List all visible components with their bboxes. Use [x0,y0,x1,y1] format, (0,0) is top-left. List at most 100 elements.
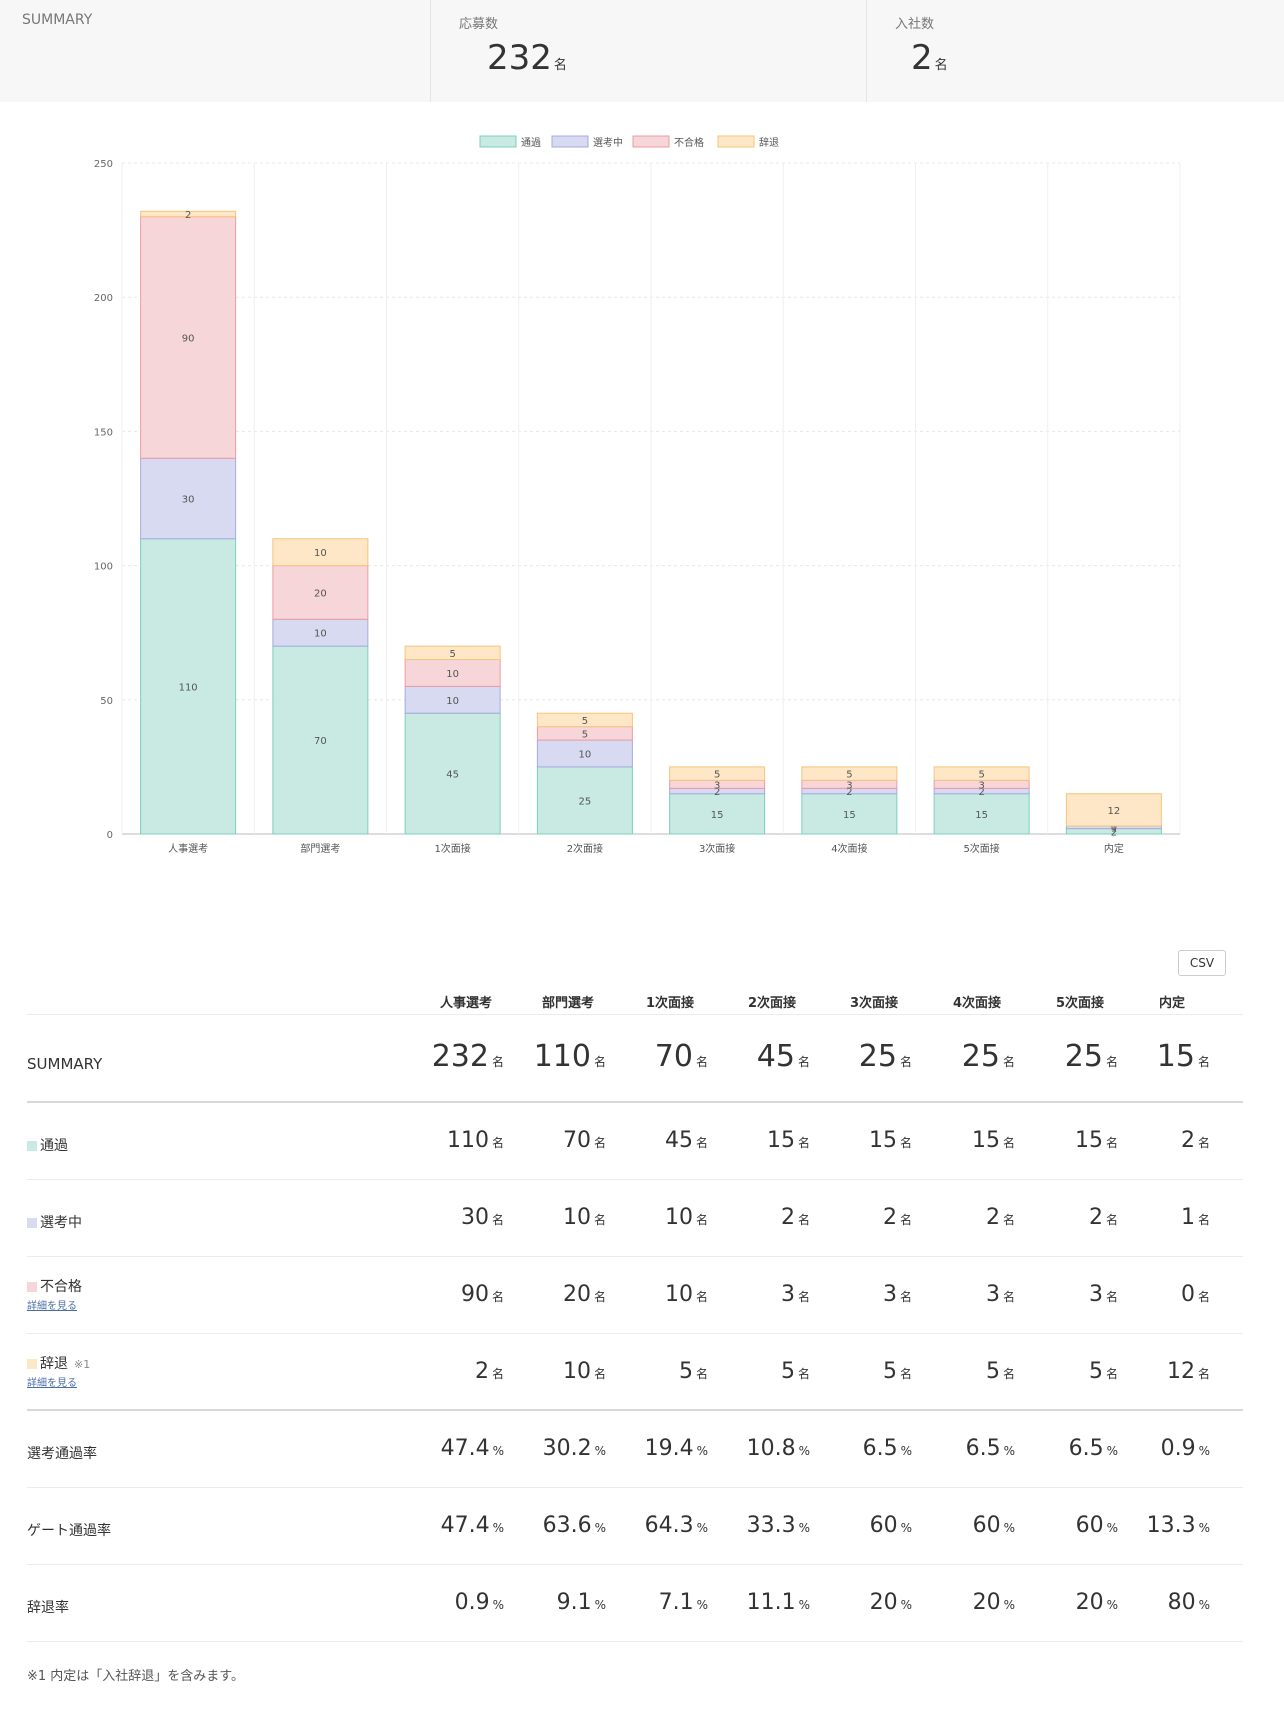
cell-unit: % [696,1521,708,1535]
table-row-in-progress: 選考中 30 名 10 名 10 名 2 名 2 名 2 名 2 名 1 名 [27,1180,1243,1257]
cell-value: 47.4 [440,1436,490,1461]
legend-swatch [479,135,517,148]
legend-swatch [551,135,589,148]
table-cell: 30.2% [506,1436,606,1461]
bar-segment [404,645,501,661]
x-tick-label: 2次面接 [567,842,603,855]
cell-unit: % [900,1598,912,1612]
cell-unit: % [696,1444,708,1458]
table-row-decline-rate: 辞退率 0.9% 9.1% 7.1% 11.1% 20% 20% 20% 80% [27,1565,1243,1642]
cell-unit: % [1198,1521,1210,1535]
table-cell: 90 名 [404,1282,504,1307]
bar-value-label: 5 [582,729,588,740]
cell-unit: 名 [491,1136,504,1150]
row-label-summary: SUMMARY [27,1055,103,1073]
bar-value-label: 45 [446,770,459,781]
legend-label: 選考中 [593,136,623,149]
table-cell: 15 名 [1110,1039,1210,1074]
cell-unit: 名 [1197,1055,1210,1069]
bar-segment [536,712,633,728]
table-cell: 20% [1018,1590,1118,1615]
bar-segment [140,538,237,835]
applicants-number: 232 [487,38,552,78]
table-row-pass: 通過 110 名 70 名 45 名 15 名 15 名 15 名 15 名 2 名 [27,1103,1243,1180]
legend-swatch [632,135,670,148]
summary-title-cell: SUMMARY [0,0,430,102]
csv-button[interactable]: CSV [1178,950,1226,976]
table-cell: 6.5% [812,1436,912,1461]
y-tick-label: 150 [94,427,113,438]
bar-value-label: 10 [314,629,327,640]
legend-label: 通過 [521,137,541,149]
bar-segment [272,618,369,647]
column-header: 部門選考 [541,996,594,1011]
cell-unit: 名 [1002,1290,1015,1304]
cell-value: 19.4 [644,1436,694,1461]
cell-unit: 名 [899,1213,912,1227]
cell-value: 5 [1088,1359,1103,1384]
cell-value: 11.1 [746,1590,796,1615]
row-label-selection-rate: 選考通過率 [27,1446,97,1462]
cell-value: 60 [869,1513,898,1538]
table-cell: 15 名 [710,1128,810,1153]
cell-unit: 名 [1105,1367,1118,1381]
declined-swatch [27,1359,37,1369]
cell-value: 232 [431,1039,489,1074]
cell-unit: % [1198,1444,1210,1458]
cell-value: 2 [780,1205,795,1230]
cell-value: 20 [562,1282,591,1307]
row-label-in-progress: 選考中 [27,1212,82,1232]
cell-value: 5 [985,1359,1000,1384]
column-header: 内定 [1158,996,1185,1011]
table-cell: 10 名 [608,1282,708,1307]
column-header: 3次面接 [849,996,899,1011]
rejected-detail-link[interactable]: 詳細を見る [27,1301,77,1312]
bar-value-label: 30 [182,495,195,506]
hired-label: 入社数 [895,17,935,32]
cell-unit: % [1106,1444,1118,1458]
table-cell: 47.4% [404,1436,504,1461]
cell-unit: 名 [797,1055,810,1069]
cell-value: 90 [460,1282,489,1307]
cell-unit: % [1198,1598,1210,1612]
bar-value-label: 3 [714,780,720,791]
in-progress-swatch [27,1218,37,1228]
cell-unit: 名 [1105,1213,1118,1227]
stacked-bar-chart: 05010015020025011030902人事選考70102010部門選考4… [94,135,1181,855]
cell-value: 60 [972,1513,1001,1538]
bar-value-label: 5 [449,649,455,660]
cell-unit: 名 [593,1290,606,1304]
cell-value: 10.8 [746,1436,796,1461]
cell-unit: 名 [695,1290,708,1304]
x-tick-label: 3次面接 [699,842,735,855]
table-cell: 25 名 [1018,1039,1118,1074]
column-header: 4次面接 [952,996,1002,1011]
cell-unit: % [696,1598,708,1612]
declined-detail-link[interactable]: 詳細を見る [27,1378,77,1389]
cell-value: 3 [780,1282,795,1307]
cell-value: 2 [1180,1128,1195,1153]
cell-unit: % [492,1444,504,1458]
bar-segment [272,645,369,835]
bar-value-label: 10 [446,669,459,680]
in-progress-label: 選考中 [40,1215,82,1231]
bar-value-label: 2 [714,787,720,798]
cell-value: 0.9 [1160,1436,1196,1461]
table-cell: 9.1% [506,1590,606,1615]
bar-value-label: 10 [579,749,592,760]
y-tick-label: 50 [100,696,113,707]
cell-value: 12 [1166,1359,1195,1384]
column-header: 1次面接 [645,996,695,1011]
cell-value: 25 [858,1039,897,1074]
cell-value: 10 [562,1359,591,1384]
cell-unit: 名 [899,1367,912,1381]
x-tick-label: 5次面接 [963,842,999,855]
